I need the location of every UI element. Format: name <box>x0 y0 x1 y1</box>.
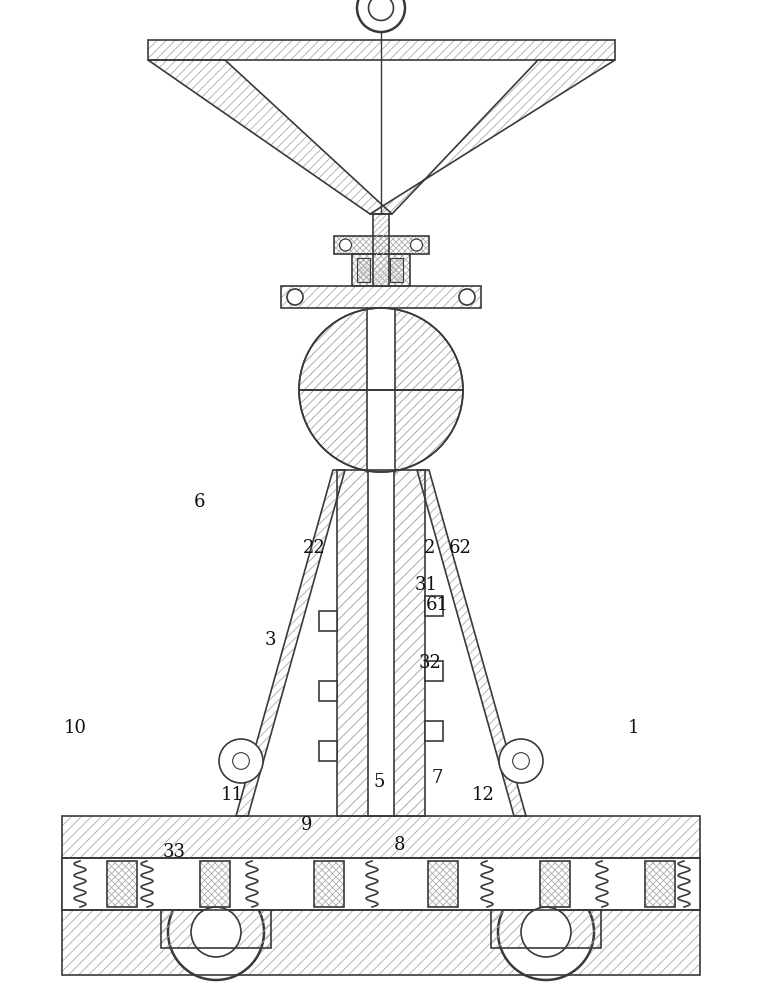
Text: 9: 9 <box>301 816 313 834</box>
Text: 61: 61 <box>426 596 449 614</box>
Bar <box>357 258 370 282</box>
Text: 7: 7 <box>432 769 443 787</box>
Circle shape <box>191 907 241 957</box>
Text: 32: 32 <box>418 654 441 672</box>
Bar <box>368 470 394 816</box>
Bar <box>428 861 458 907</box>
Text: 12: 12 <box>472 786 494 804</box>
Bar <box>540 861 570 907</box>
Bar <box>314 861 344 907</box>
Bar <box>425 661 443 681</box>
Bar <box>373 214 389 286</box>
Circle shape <box>459 289 475 305</box>
Bar <box>333 236 429 254</box>
Bar <box>200 861 230 907</box>
Bar <box>62 858 700 910</box>
Text: 10: 10 <box>63 719 86 737</box>
Text: 11: 11 <box>221 786 244 804</box>
Circle shape <box>287 289 303 305</box>
Circle shape <box>233 753 250 769</box>
Bar <box>367 308 395 472</box>
Text: 6: 6 <box>194 493 206 511</box>
Circle shape <box>410 239 423 251</box>
Bar <box>62 816 700 858</box>
Bar <box>491 910 601 948</box>
Text: 5: 5 <box>374 773 385 791</box>
Bar <box>352 254 410 286</box>
Circle shape <box>168 884 264 980</box>
Circle shape <box>369 0 394 20</box>
Text: 2: 2 <box>424 539 435 557</box>
Circle shape <box>340 239 352 251</box>
Bar <box>281 286 481 308</box>
Bar <box>62 858 700 910</box>
Circle shape <box>219 739 263 783</box>
Text: 62: 62 <box>449 539 472 557</box>
Text: 3: 3 <box>265 631 277 649</box>
Bar <box>107 861 137 907</box>
Bar <box>390 258 403 282</box>
Bar <box>161 910 271 948</box>
Text: 8: 8 <box>393 836 405 854</box>
Circle shape <box>357 0 405 32</box>
Text: 22: 22 <box>303 539 326 557</box>
Bar <box>62 910 700 975</box>
Bar <box>319 741 337 761</box>
Text: 33: 33 <box>163 843 185 861</box>
Bar <box>337 470 425 816</box>
Circle shape <box>498 884 594 980</box>
Text: 31: 31 <box>414 576 437 594</box>
Bar <box>319 611 337 631</box>
Bar <box>319 681 337 701</box>
Circle shape <box>513 753 530 769</box>
Circle shape <box>499 739 543 783</box>
Bar <box>425 721 443 741</box>
Circle shape <box>521 907 571 957</box>
Text: 1: 1 <box>627 719 639 737</box>
Bar <box>645 861 675 907</box>
Bar <box>425 596 443 616</box>
